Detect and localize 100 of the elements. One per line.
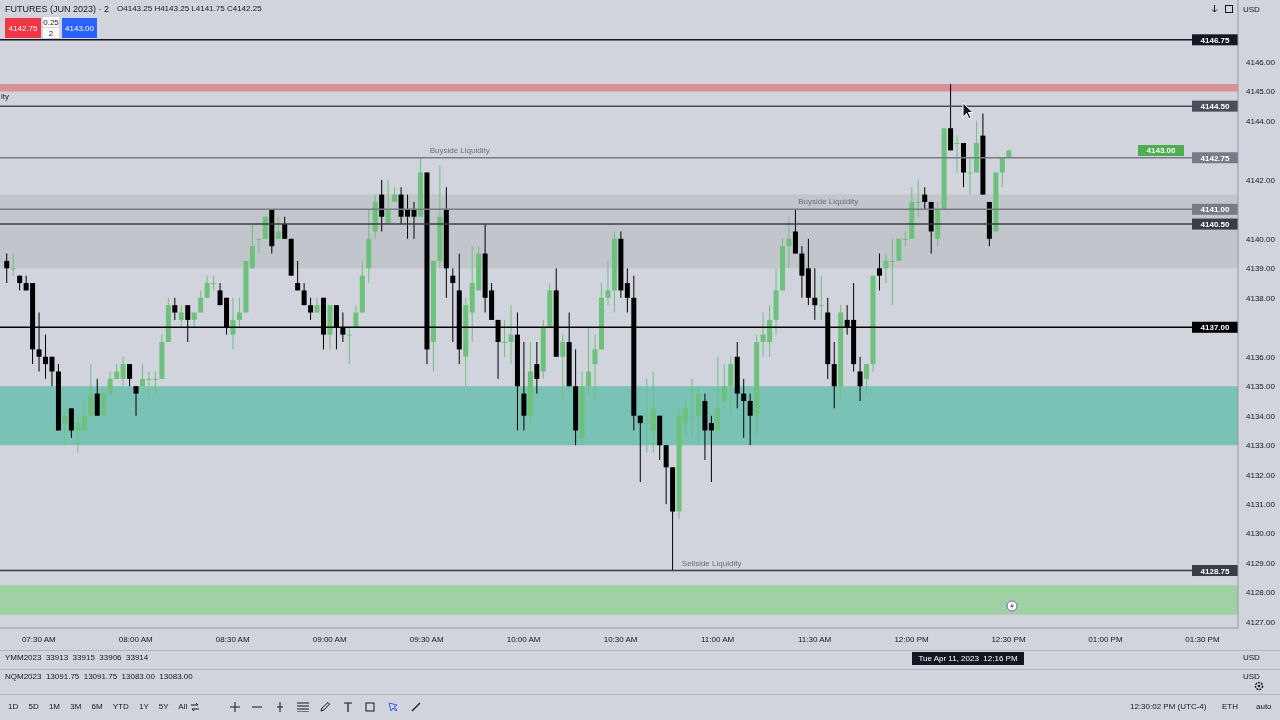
- candlestick: [831, 341, 837, 409]
- x-tick-label: 09:00 AM: [312, 634, 347, 644]
- y-tick-label: 4138.00: [1246, 293, 1276, 303]
- candlestick: [68, 407, 74, 439]
- ref-line-label: 4146.75: [1200, 35, 1231, 45]
- text: USD: [1243, 672, 1260, 681]
- text: ETH: [1222, 702, 1238, 711]
- text: auto: [1256, 702, 1272, 711]
- annotation: Buyside Liquidity: [798, 197, 859, 207]
- candlestick: [954, 135, 960, 173]
- annotation: 4143.00: [1138, 145, 1184, 156]
- annotation: 2: [43, 28, 59, 38]
- ref-line-label: 4128.75: [1200, 566, 1231, 576]
- x-tick-label: 11:30 AM: [797, 634, 832, 644]
- candlestick: [502, 319, 508, 358]
- annotation: 4143.00: [62, 18, 97, 38]
- ref-line-label: 4137.00: [1200, 323, 1231, 333]
- candlestick: [922, 186, 928, 210]
- candlestick: [721, 363, 727, 409]
- candlestick: [663, 444, 669, 505]
- x-tick-label: 08:00 AM: [118, 634, 153, 644]
- candlestick: [127, 363, 133, 387]
- candlestick: [88, 363, 94, 417]
- candlestick: [741, 378, 747, 439]
- annotation: 4142.75: [5, 18, 41, 38]
- candlestick: [799, 245, 805, 299]
- candlestick: [592, 334, 598, 402]
- candlestick: [560, 334, 566, 402]
- x-tick-label: 01:00 PM: [1088, 634, 1123, 644]
- candlestick: [230, 297, 236, 350]
- text: Tue Apr 11, 2023 12:16 PM: [912, 652, 1024, 665]
- y-tick-label: 4134.00: [1246, 411, 1276, 421]
- candlestick: [792, 208, 798, 255]
- candlestick: [256, 238, 262, 255]
- text: 12:30:02 PM (UTC-4): [1130, 702, 1207, 711]
- y-tick-label: 4146.00: [1246, 57, 1276, 67]
- text: NQM2023 13091.75 13091.75 13083.00 13083.00: [5, 672, 193, 681]
- candlestick: [948, 83, 954, 151]
- candlestick: [889, 238, 895, 306]
- text: 1D 5D 1M 3M 6M YTD 1Y 5Y All: [8, 702, 188, 711]
- candlestick: [747, 393, 753, 446]
- candlestick: [876, 253, 882, 291]
- band-label: ity: [1, 92, 9, 102]
- candlestick: [172, 297, 178, 321]
- candlestick: [249, 223, 255, 269]
- x-tick-label: 09:30 AM: [409, 634, 444, 644]
- candlestick: [715, 356, 721, 431]
- candlestick: [902, 230, 908, 247]
- candlestick: [812, 267, 818, 321]
- candlestick: [236, 297, 242, 328]
- candlestick: [75, 415, 81, 454]
- y-tick-label: 4130.00: [1246, 529, 1276, 539]
- y-tick-label: 4127.00: [1246, 617, 1276, 627]
- candlestick: [346, 326, 352, 365]
- ref-line-label: 4141.00: [1200, 205, 1231, 215]
- candlestick: [314, 297, 320, 314]
- y-tick-label: 4145.00: [1246, 87, 1276, 97]
- candlestick: [282, 216, 288, 240]
- candlestick: [107, 370, 113, 395]
- candlestick: [308, 297, 314, 321]
- candlestick: [650, 370, 656, 454]
- candlestick: [708, 415, 714, 483]
- candlestick: [94, 378, 100, 417]
- ref-line-label: 4140.50: [1200, 220, 1231, 230]
- x-tick-label: 01:30 PM: [1185, 634, 1220, 644]
- annotation: Sellside Liquidity: [681, 558, 742, 568]
- x-tick-label: 07:30 AM: [21, 634, 57, 644]
- candlestick: [637, 415, 643, 483]
- y-tick-label: 4133.00: [1246, 441, 1276, 451]
- candlestick: [915, 179, 921, 218]
- y-tick-label: 4139.00: [1246, 264, 1276, 274]
- ref-line-label: 4142.75: [1200, 153, 1231, 163]
- y-tick-label: 4128.00: [1246, 588, 1276, 598]
- chart-title: FUTURES (JUN 2023) · 2: [5, 4, 110, 14]
- candlestick: [695, 385, 701, 446]
- candlestick: [586, 326, 592, 395]
- x-tick-label: 08:30 AM: [215, 634, 250, 644]
- annotation: Buyside Liquidity: [429, 145, 490, 155]
- candlestick: [883, 253, 889, 284]
- y-tick-label: 4129.00: [1246, 558, 1276, 568]
- candlestick: [4, 253, 10, 284]
- candlestick: [818, 275, 824, 321]
- candlestick: [198, 289, 204, 314]
- x-tick-label: 11:00 AM: [700, 634, 735, 644]
- candlestick: [521, 341, 527, 431]
- candlestick: [508, 304, 514, 365]
- y-tick-label: 4135.00: [1246, 382, 1276, 392]
- candlestick: [120, 356, 126, 387]
- candlestick: [967, 157, 973, 196]
- y-tick-label: 4140.00: [1246, 234, 1276, 244]
- y-tick-label: 4131.00: [1246, 500, 1276, 510]
- candlestick: [999, 157, 1005, 188]
- candlestick: [10, 253, 16, 277]
- x-tick-label: 10:30 AM: [603, 634, 638, 644]
- annotation: 0.25: [43, 17, 59, 27]
- text: YMM2023 33913 33915 33906 33914: [5, 653, 149, 662]
- candlestick: [81, 400, 87, 431]
- y-tick-label: 4144.00: [1246, 116, 1276, 126]
- candlestick: [624, 267, 630, 314]
- text: O4143.25 H4143.25 L4141.75 C4142.25: [117, 4, 262, 14]
